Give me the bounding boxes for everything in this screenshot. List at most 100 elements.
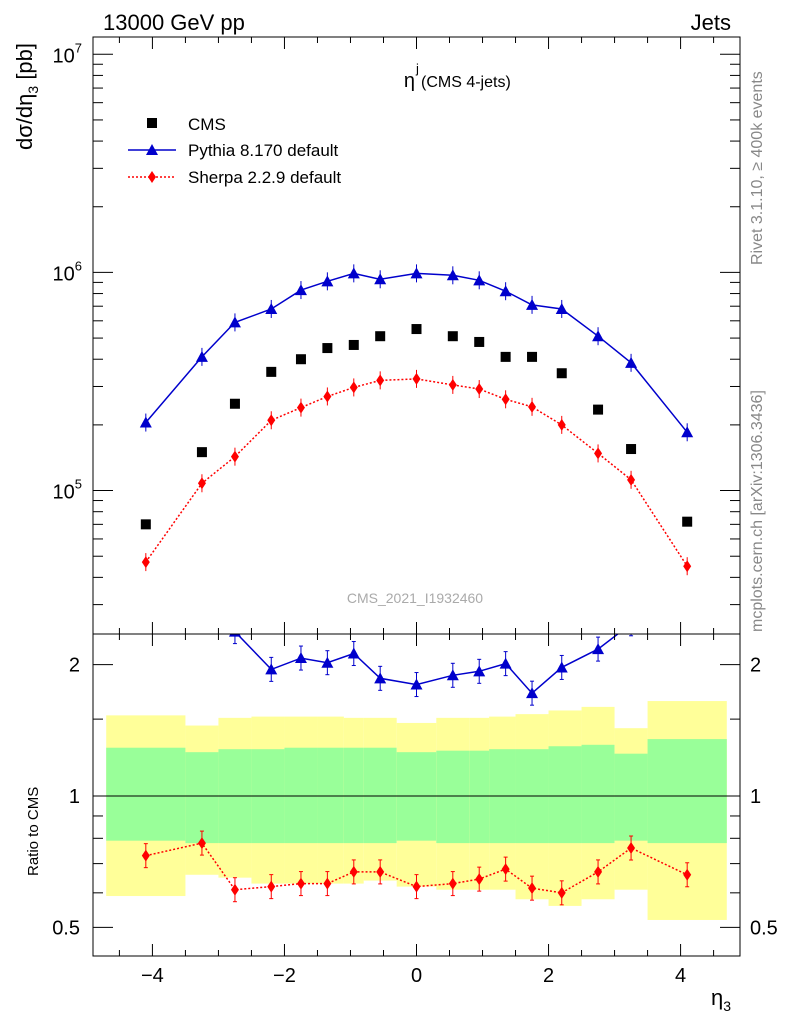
main-title-superscript: j <box>415 61 419 76</box>
svg-text:dσ/dη3 [pb]: dσ/dη3 [pb] <box>12 43 41 150</box>
ratio-point-triangle <box>592 643 605 655</box>
main-panel: 105 106 107 η j (CMS 4-jets) dσ/dη3 [pb] C… <box>12 36 741 635</box>
main-point-triangle <box>526 298 539 310</box>
main-point-square <box>626 444 637 455</box>
ratio-point-diamond <box>594 865 603 878</box>
main-point-square <box>593 404 604 415</box>
ratio-series-layer <box>140 588 693 906</box>
main-point-diamond <box>594 447 603 460</box>
main-point-triangle <box>195 350 208 362</box>
ratio-band-inner <box>436 750 470 844</box>
ratio-point-diamond <box>197 837 206 850</box>
main-y-tick-label: 105 <box>53 477 82 504</box>
ratio-point-triangle <box>625 618 637 629</box>
main-y-tick-label: 106 <box>53 258 82 285</box>
legend-marker-triangle <box>146 144 158 155</box>
main-point-diamond <box>141 556 150 569</box>
ratio-point-triangle <box>473 665 486 677</box>
ratio-point-diamond <box>627 842 636 855</box>
ratio-point-triangle <box>321 656 334 668</box>
ratio-band-inner <box>363 747 397 844</box>
ratio-point-triangle <box>555 661 568 673</box>
main-y-label-unit: [pb] <box>12 43 37 86</box>
legend-label-cms: CMS <box>188 115 226 134</box>
legend-marker-square <box>147 118 157 128</box>
ratio-point-triangle <box>265 663 278 675</box>
mcplots-label: mcplots.cern.ch [arXiv:1306.3436] <box>749 390 766 632</box>
ratio-point-triangle <box>374 672 387 684</box>
main-point-triangle <box>265 302 278 314</box>
ratio-band-inner <box>284 747 318 844</box>
main-point-square <box>411 324 422 335</box>
main-point-triangle <box>321 275 334 287</box>
main-y-label: dσ/dη3 [pb] <box>12 43 41 150</box>
main-point-square <box>348 339 359 350</box>
main-point-square <box>682 516 693 527</box>
main-point-square <box>140 519 151 530</box>
ratio-x-tick-label: 4 <box>675 965 686 987</box>
main-point-triangle <box>625 356 638 368</box>
ratio-point-diamond <box>141 849 150 862</box>
x-axis-label: η3 <box>711 985 731 1014</box>
ratio-point-triangle <box>446 669 459 681</box>
ratio-point-diamond <box>683 868 692 881</box>
main-point-diamond <box>557 418 566 431</box>
ratio-point-diamond <box>296 877 305 890</box>
ratio-band-inner <box>469 750 490 844</box>
main-point-square <box>527 351 538 362</box>
legend: CMS Pythia 8.170 default Sherpa 2.2.9 de… <box>128 115 341 187</box>
main-point-diamond <box>448 378 457 391</box>
main-point-diamond <box>267 414 276 427</box>
ratio-point-triangle <box>681 611 693 622</box>
main-y-tick-label: 107 <box>53 40 82 67</box>
ratio-point-triangle <box>140 588 152 599</box>
main-point-square <box>266 366 277 377</box>
ratio-point-diamond <box>323 877 332 890</box>
main-point-triangle <box>446 269 459 281</box>
ratio-band-inner <box>647 739 727 844</box>
ratio-x-tick-label: 2 <box>543 965 554 987</box>
main-point-triangle <box>410 267 423 279</box>
ratio-y-tick-label-right: 0.5 <box>750 917 778 939</box>
ratio-y-label: Ratio to CMS <box>25 787 42 876</box>
main-point-square <box>322 343 333 354</box>
main-point-triangle <box>681 426 694 438</box>
main-series-layer <box>139 264 694 576</box>
main-point-triangle <box>473 274 486 286</box>
ratio-point-triangle <box>196 598 208 609</box>
ratio-point-triangle <box>294 652 307 664</box>
ratio-panel: 0.5 0.5 1 1 2 2 −4 −2 0 2 4 Ratio to CMS η3 <box>25 588 778 1014</box>
ratio-x-tick-label: −4 <box>141 965 164 987</box>
main-point-diamond <box>230 450 239 463</box>
main-point-diamond <box>349 381 358 394</box>
main-point-diamond <box>197 477 206 490</box>
legend-item-pythia: Pythia 8.170 default <box>128 141 339 160</box>
main-point-triangle <box>374 273 387 285</box>
ratio-band-inner <box>185 752 219 844</box>
main-series-line-triangle <box>145 272 688 433</box>
ratio-point-diamond <box>267 880 276 893</box>
main-y-label-main: dσ/dη <box>12 94 37 150</box>
main-point-square <box>500 351 511 362</box>
ratio-x-tick-label: 0 <box>411 965 422 987</box>
main-point-square <box>375 331 386 342</box>
ratio-axes: 0.5 0.5 1 1 2 2 −4 −2 0 2 4 <box>52 634 778 987</box>
ratio-y-tick-label: 1 <box>69 786 80 808</box>
ratio-band-inner <box>614 753 648 841</box>
main-point-diamond <box>501 393 510 406</box>
ratio-band-inner <box>581 744 615 844</box>
main-point-diamond <box>528 400 537 413</box>
x-axis-label-subscript: 3 <box>723 998 731 1014</box>
legend-label-sherpa: Sherpa 2.2.9 default <box>188 168 341 187</box>
main-point-square <box>556 368 567 379</box>
main-point-square <box>447 331 458 342</box>
main-title-symbol: η <box>404 70 415 92</box>
ratio-y-tick-label-right: 2 <box>750 655 761 677</box>
ratio-x-tick-label: −2 <box>273 965 296 987</box>
ratio-point-triangle <box>499 657 512 669</box>
header-right: Jets <box>691 10 731 35</box>
ratio-point-triangle <box>347 647 360 659</box>
main-point-triangle <box>499 285 512 297</box>
main-point-triangle <box>228 316 241 328</box>
legend-marker-diamond <box>148 171 156 183</box>
